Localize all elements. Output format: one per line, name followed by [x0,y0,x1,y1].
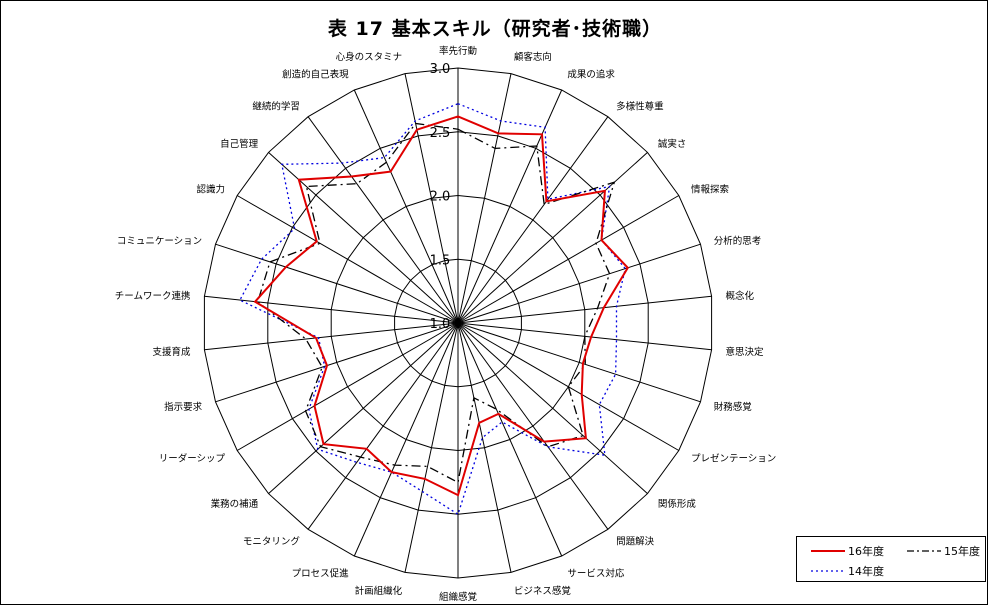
tick-label-1: 1.5 [430,253,451,268]
spoke-29 [404,73,459,324]
spoke-22 [204,322,459,351]
spoke-3 [457,116,609,324]
tick-label-0: 1.0 [430,317,451,332]
category-label-2: 成果の追求 [567,68,615,80]
category-label-4: 誠実さ [658,138,687,150]
tick-label-4: 3.0 [430,62,451,77]
spoke-14 [457,322,512,573]
legend-swatch-15 [907,550,941,552]
category-label-10: プレゼンテーション [691,453,776,465]
spoke-25 [236,195,459,324]
spoke-17 [353,322,459,557]
category-label-20: リーダーシップ [159,453,226,465]
legend-swatch-14 [811,570,845,572]
spoke-24 [215,243,459,324]
category-label-27: 継続的学習 [252,100,300,112]
category-label-9: 財務感覚 [714,401,753,413]
series-line-0 [253,115,630,497]
spoke-19 [268,322,459,494]
legend: 16年度 15年度 14年度 [796,536,986,582]
spoke-21 [215,322,459,403]
category-label-6: 分析的思考 [714,235,762,247]
spoke-5 [457,195,680,324]
category-label-17: プロセス促進 [292,568,350,580]
category-label-16: 計画組織化 [355,585,403,597]
legend-item-16: 16年度 [811,543,884,559]
chart-title: 表 17 基本スキル（研究者･技術職） [327,18,663,40]
spoke-6 [457,243,701,324]
category-label-12: 問題解決 [616,536,655,548]
category-label-19: 業務の補通 [211,498,259,510]
spoke-13 [457,322,563,557]
spoke-23 [204,295,459,324]
category-label-8: 意思決定 [726,346,765,358]
category-label-26: 自己管理 [220,138,259,150]
spoke-20 [236,322,459,451]
category-label-29: 心身のスタミナ [336,51,403,63]
category-label-7: 概念化 [726,290,755,302]
spoke-9 [457,322,701,403]
category-label-23: チームワーク連携 [115,290,191,302]
category-label-3: 多様性尊重 [616,100,664,112]
category-label-24: コミュニケーション [117,236,202,247]
spoke-11 [457,322,648,494]
spoke-27 [307,116,459,324]
spoke-28 [353,89,459,324]
category-label-22: 支援育成 [152,346,191,358]
category-label-21: 指示要求 [164,401,203,413]
spoke-7 [457,295,712,324]
spoke-10 [457,322,680,451]
spoke-26 [268,152,459,324]
spoke-18 [307,322,459,530]
legend-label-14: 14年度 [848,565,884,578]
legend-label-15: 15年度 [944,545,980,558]
spoke-16 [404,322,459,573]
spoke-1 [457,73,512,324]
category-label-15: 組織感覚 [439,591,478,603]
category-label-11: 関係形成 [658,498,697,510]
category-label-0: 率先行動 [439,45,477,57]
category-label-28: 創造的自己表現 [282,68,349,80]
legend-item-14: 14年度 [811,563,884,579]
category-label-1: 顧客志向 [514,51,552,63]
spoke-12 [457,322,609,530]
category-label-5: 情報探索 [691,184,729,196]
category-label-18: モニタリング [243,536,301,548]
spoke-2 [457,89,563,324]
category-label-13: サービス対応 [567,568,625,580]
tick-label-3: 2.5 [430,126,451,141]
legend-item-15: 15年度 [907,543,980,559]
category-label-14: ビジネス感覚 [514,585,572,597]
category-label-25: 認識力 [196,184,225,196]
tick-label-2: 2.0 [430,190,451,205]
legend-label-16: 16年度 [848,545,884,558]
legend-swatch-16 [811,550,845,552]
spoke-4 [457,152,648,324]
series-line-2 [239,102,627,516]
series-line-1 [256,122,616,484]
